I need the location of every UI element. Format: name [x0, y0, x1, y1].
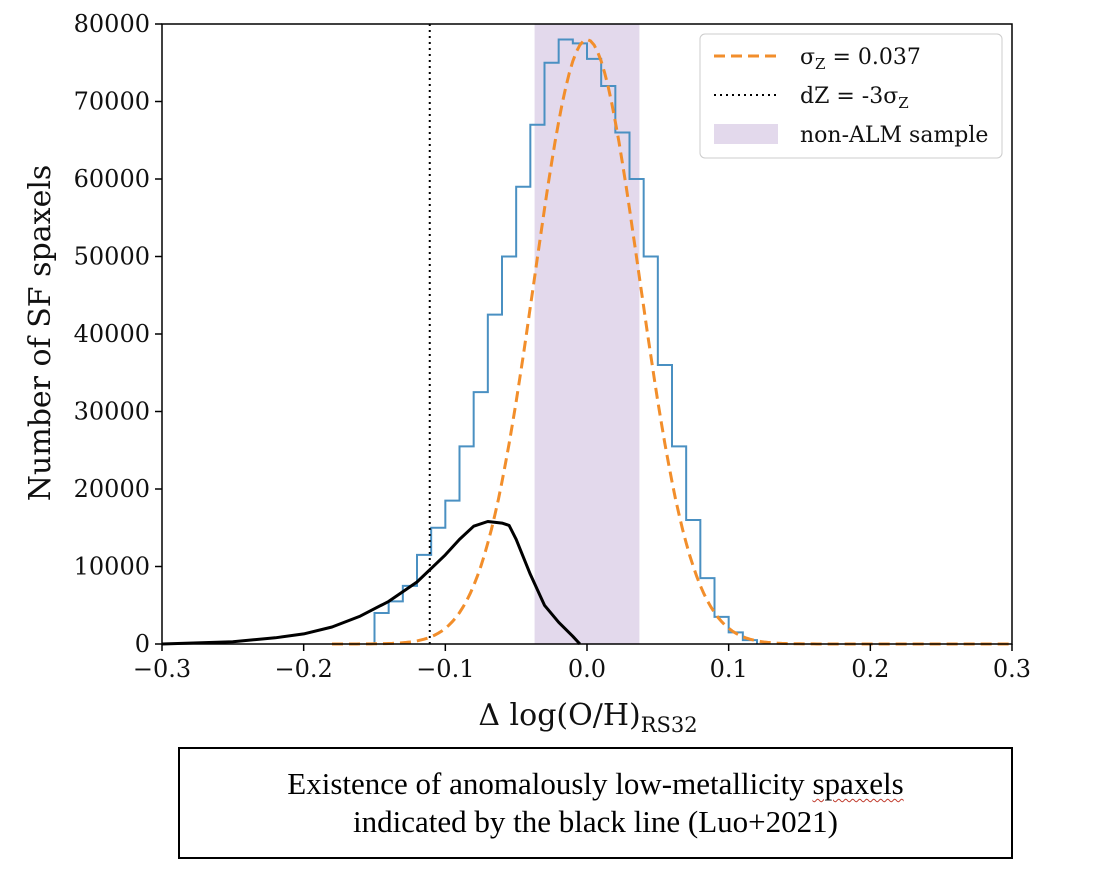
- x-tick-label: 0.1: [710, 655, 748, 683]
- caption-box: Existence of anomalously low-metallicity…: [178, 747, 1013, 859]
- x-axis-label: Δ log(O/H)RS32: [478, 698, 697, 737]
- y-tick-label: 80000: [74, 10, 150, 38]
- x-tick-label: 0.2: [851, 655, 889, 683]
- caption-spellcheck-word: spaxels: [812, 766, 904, 801]
- legend-label: dZ = -3σZ: [800, 84, 909, 112]
- caption-line-2: indicated by the black line (Luo+2021): [353, 804, 838, 839]
- y-tick-label: 30000: [74, 398, 150, 426]
- y-tick-label: 70000: [74, 88, 150, 116]
- y-tick-label: 20000: [74, 475, 150, 503]
- x-axis-label-subscript: RS32: [641, 713, 698, 737]
- legend: σZ = 0.037 dZ = -3σZ non-ALM sample: [699, 33, 1003, 159]
- non-alm-band: [534, 24, 640, 644]
- x-axis-label-main: Δ log(O/H): [478, 698, 640, 733]
- legend-swatch-band: [714, 124, 778, 144]
- caption-line-1-text: Existence of anomalously low-metallicity: [287, 766, 813, 801]
- histogram-step-line: [373, 38, 758, 644]
- caption-line-1: Existence of anomalously low-metallicity…: [287, 765, 903, 803]
- x-tick-label: −0.2: [275, 655, 333, 683]
- legend-label: σZ = 0.037: [800, 45, 921, 73]
- chart: −0.3 −0.2 −0.1 0.0 0.1 0.2 0.3 0 10000 20000 30000…: [23, 10, 1031, 737]
- legend-label: non-ALM sample: [800, 123, 988, 148]
- x-tick-label: 0.0: [568, 655, 606, 683]
- y-tick-label: 60000: [74, 165, 150, 193]
- y-tick-label: 50000: [74, 243, 150, 271]
- y-tick-label: 0: [135, 630, 150, 658]
- y-tick-label: 10000: [74, 553, 150, 581]
- y-tick-label: 40000: [74, 320, 150, 348]
- x-tick-label: 0.3: [993, 655, 1031, 683]
- x-tick-label: −0.3: [133, 655, 191, 683]
- y-axis-label: Number of SF spaxels: [23, 165, 58, 502]
- black-line: [161, 520, 582, 646]
- x-tick-label: −0.1: [416, 655, 474, 683]
